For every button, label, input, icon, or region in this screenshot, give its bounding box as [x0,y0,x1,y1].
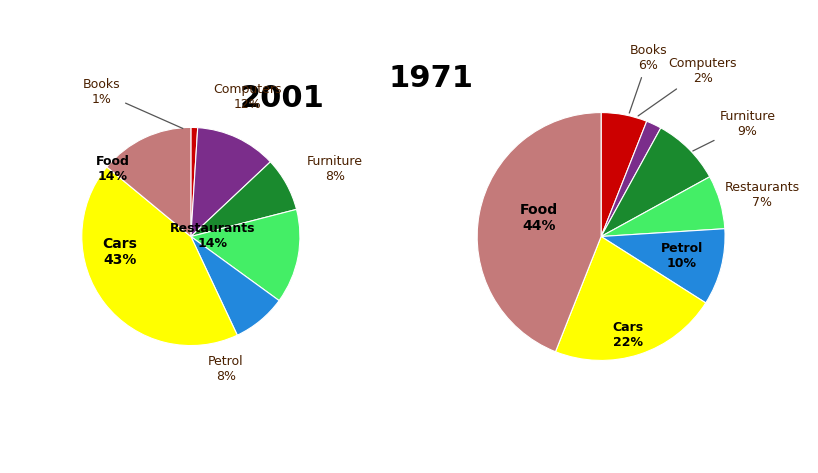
Wedge shape [191,127,198,236]
Wedge shape [107,127,191,236]
Text: Furniture
8%: Furniture 8% [307,155,363,183]
Text: Food
44%: Food 44% [520,203,558,233]
Text: Spending habits of people in UK between 1971 and 2001: Spending habits of people in UK between … [165,444,653,459]
Wedge shape [601,121,661,236]
Text: Computers
2%: Computers 2% [638,57,737,116]
Text: Restaurants
7%: Restaurants 7% [725,181,800,209]
Text: Books
1%: Books 1% [83,79,183,129]
Wedge shape [191,236,279,335]
Wedge shape [191,210,300,301]
Text: Cars
22%: Cars 22% [613,321,644,349]
Wedge shape [82,167,237,346]
Text: Petrol
10%: Petrol 10% [661,243,703,271]
Text: Cars
43%: Cars 43% [102,236,137,267]
Text: Books
6%: Books 6% [629,44,667,113]
Text: Petrol
8%: Petrol 8% [208,356,244,384]
Text: Restaurants
14%: Restaurants 14% [170,222,255,250]
Wedge shape [191,162,296,236]
Wedge shape [191,128,271,236]
Text: Computers
12%: Computers 12% [213,83,282,111]
Wedge shape [477,113,601,352]
Text: The Graphs Show Changes in the Spending Habits of People in the UK: The Graphs Show Changes in the Spending … [147,15,671,28]
Wedge shape [601,177,725,236]
Wedge shape [555,236,706,360]
Text: 1971: 1971 [389,63,474,93]
Text: Food
14%: Food 14% [96,155,129,183]
Wedge shape [601,128,710,236]
Wedge shape [601,229,725,303]
Text: 2001: 2001 [240,84,325,114]
Wedge shape [601,113,647,236]
Text: Furniture
9%: Furniture 9% [693,110,775,151]
